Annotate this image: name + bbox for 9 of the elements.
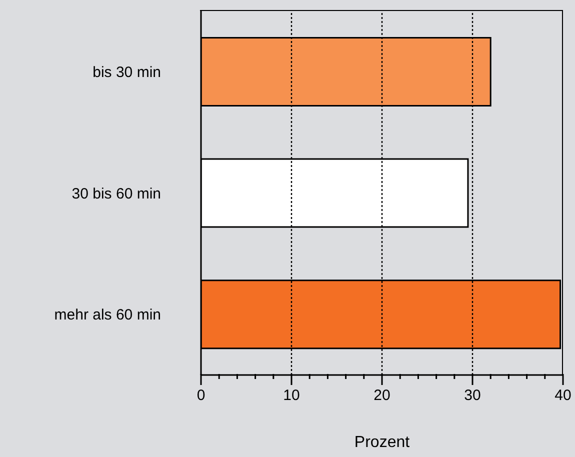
- x-tick-label: 0: [196, 387, 206, 404]
- x-axis-title: Prozent: [354, 434, 410, 451]
- x-tick-label: 40: [554, 387, 572, 404]
- y-tick-label: 30 bis 60 min: [72, 185, 161, 202]
- x-tick-label: 30: [464, 387, 481, 404]
- x-tick-label: 20: [374, 387, 390, 404]
- y-tick-label: mehr als 60 min: [54, 306, 161, 324]
- y-tick-label: bis 30 min: [92, 64, 161, 81]
- x-tick-label: 10: [283, 387, 300, 404]
